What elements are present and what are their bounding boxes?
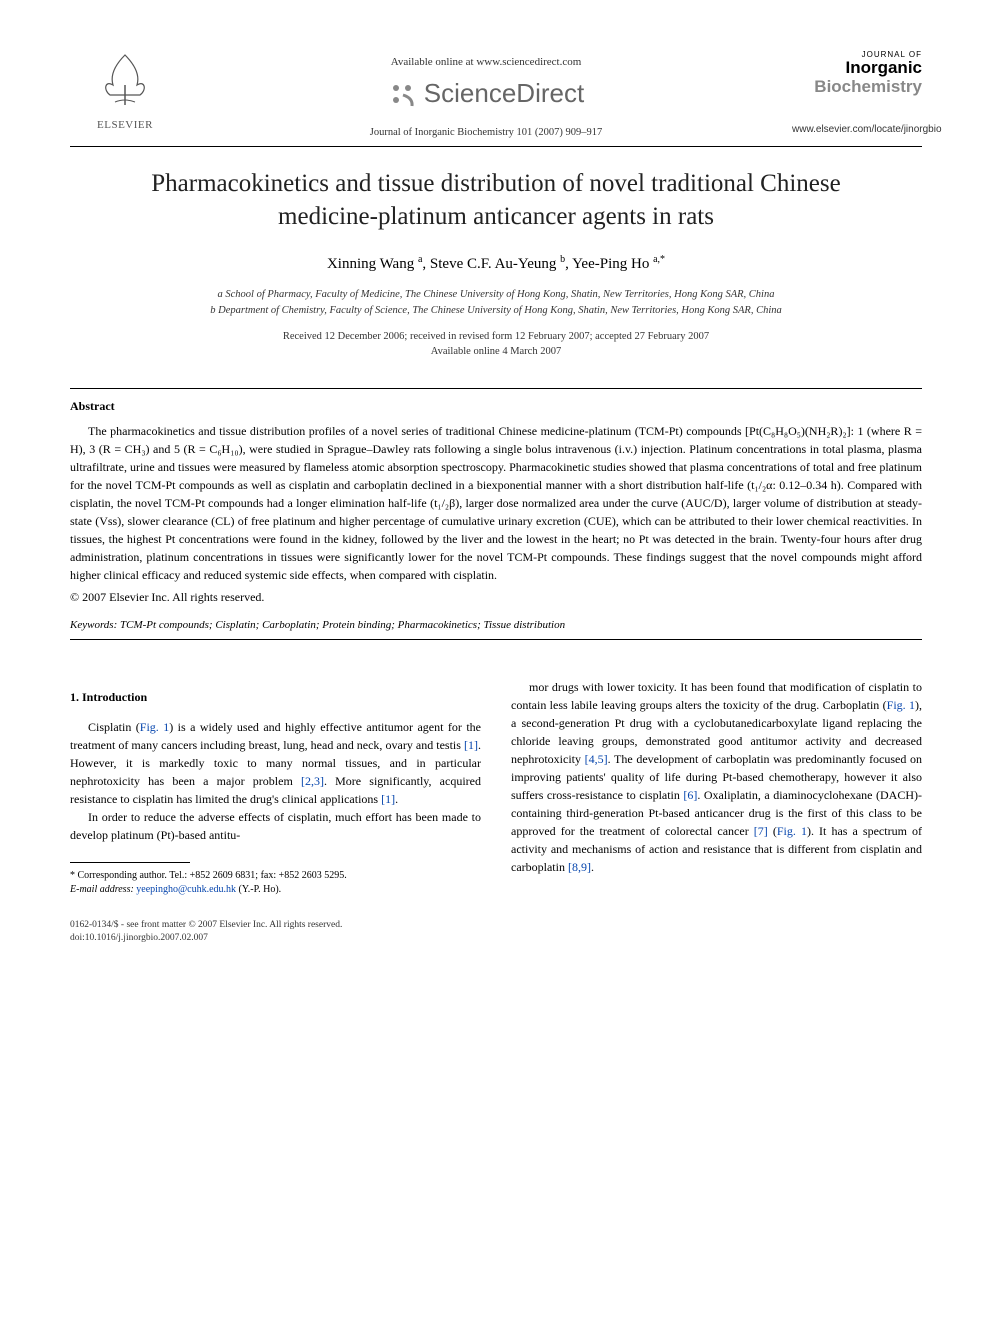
available-online-text: Available online at www.sciencedirect.co… — [180, 56, 792, 68]
journal-logo-line2: Biochemistry — [792, 78, 922, 97]
right-column: mor drugs with lower toxicity. It has be… — [511, 678, 922, 897]
ref-link[interactable]: [7] — [754, 824, 768, 838]
affiliation-b: b Department of Chemistry, Faculty of Sc… — [70, 303, 922, 319]
body-columns: 1. Introduction Cisplatin (Fig. 1) is a … — [70, 678, 922, 897]
intro-para-2: In order to reduce the adverse effects o… — [70, 808, 481, 844]
article-dates: Received 12 December 2006; received in r… — [70, 329, 922, 361]
keywords-values: TCM-Pt compounds; Cisplatin; Carboplatin… — [120, 619, 565, 631]
front-matter-line1: 0162-0134/$ - see front matter © 2007 El… — [70, 919, 922, 932]
left-column: 1. Introduction Cisplatin (Fig. 1) is a … — [70, 678, 481, 897]
publisher-name: ELSEVIER — [70, 119, 180, 131]
ref-link[interactable]: [2,3] — [301, 774, 324, 788]
intro-heading: 1. Introduction — [70, 688, 481, 706]
paper-page: ELSEVIER Available online at www.science… — [0, 0, 992, 986]
email-line: E-mail address: yeepingho@cuhk.edu.hk (Y… — [70, 883, 481, 897]
publisher-logo: ELSEVIER — [70, 50, 180, 131]
author-1: Xinning Wang a — [327, 256, 422, 272]
footnote-rule — [70, 862, 190, 863]
keywords-label: Keywords: — [70, 619, 117, 631]
dates-online: Available online 4 March 2007 — [70, 344, 922, 360]
paper-title: Pharmacokinetics and tissue distribution… — [110, 167, 882, 235]
ref-link[interactable]: [8,9] — [568, 860, 591, 874]
corresponding-author: * Corresponding author. Tel.: +852 2609 … — [70, 869, 481, 883]
author-3: Yee-Ping Ho a,* — [572, 256, 665, 272]
front-matter: 0162-0134/$ - see front matter © 2007 El… — [70, 919, 922, 946]
header: ELSEVIER Available online at www.science… — [70, 50, 922, 138]
sciencedirect-icon — [388, 80, 416, 108]
abstract-top-rule — [70, 388, 922, 389]
fig-link[interactable]: Fig. 1 — [777, 824, 807, 838]
journal-logo: JOURNAL OF Inorganic Biochemistry www.el… — [792, 50, 922, 135]
dates-received: Received 12 December 2006; received in r… — [70, 329, 922, 345]
sciencedirect-text: ScienceDirect — [424, 78, 584, 109]
abstract-heading: Abstract — [70, 399, 922, 414]
email-link[interactable]: yeepingho@cuhk.edu.hk — [136, 884, 236, 895]
ref-link[interactable]: [1] — [381, 792, 395, 806]
center-header: Available online at www.sciencedirect.co… — [180, 50, 792, 138]
fig-link[interactable]: Fig. 1 — [140, 720, 169, 734]
ref-link[interactable]: [1] — [464, 738, 478, 752]
abstract-body: The pharmacokinetics and tissue distribu… — [70, 422, 922, 584]
keywords-line: Keywords: TCM-Pt compounds; Cisplatin; C… — [70, 619, 922, 631]
email-suffix: (Y.-P. Ho). — [239, 884, 282, 895]
journal-logo-line1: Inorganic — [792, 59, 922, 78]
email-label: E-mail address: — [70, 884, 134, 895]
corresponding-footnote: * Corresponding author. Tel.: +852 2609 … — [70, 869, 481, 897]
abstract-bottom-rule — [70, 639, 922, 640]
journal-url: www.elsevier.com/locate/jinorgbio — [792, 124, 922, 135]
doi-line: doi:10.1016/j.jinorgbio.2007.02.007 — [70, 932, 922, 945]
authors: Xinning Wang a, Steve C.F. Au-Yeung b, Y… — [70, 254, 922, 273]
intro-para-1: Cisplatin (Fig. 1) is a widely used and … — [70, 718, 481, 808]
fig-link[interactable]: Fig. 1 — [887, 698, 915, 712]
elsevier-tree-icon — [95, 50, 155, 110]
header-rule — [70, 146, 922, 147]
journal-reference: Journal of Inorganic Biochemistry 101 (2… — [180, 127, 792, 138]
sciencedirect-logo: ScienceDirect — [388, 78, 584, 109]
ref-link[interactable]: [4,5] — [585, 752, 608, 766]
intro-para-cont: mor drugs with lower toxicity. It has be… — [511, 678, 922, 876]
author-2: Steve C.F. Au-Yeung b — [430, 256, 565, 272]
affiliations: a School of Pharmacy, Faculty of Medicin… — [70, 287, 922, 319]
affiliation-a: a School of Pharmacy, Faculty of Medicin… — [70, 287, 922, 303]
ref-link[interactable]: [6] — [683, 788, 697, 802]
copyright: © 2007 Elsevier Inc. All rights reserved… — [70, 590, 922, 605]
